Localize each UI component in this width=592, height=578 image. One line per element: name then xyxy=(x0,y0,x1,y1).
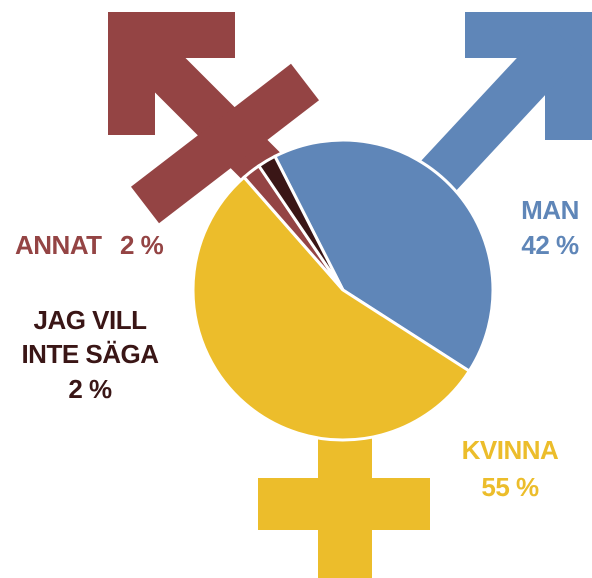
pie xyxy=(191,138,495,442)
symbol-female xyxy=(258,420,430,578)
value-label: 2 % xyxy=(120,230,164,260)
pie-slice xyxy=(256,154,345,291)
value-label: 2 % xyxy=(68,374,112,404)
category-label: KVINNA xyxy=(461,435,559,465)
category-label: MAN xyxy=(521,195,579,225)
value-label: 55 % xyxy=(481,472,539,502)
symbol-male xyxy=(413,12,592,201)
pie-slice xyxy=(272,138,495,374)
category-label: JAG VILL INTE SÄGA xyxy=(21,305,159,369)
category-label: ANNAT xyxy=(15,230,102,260)
pie-slice xyxy=(191,175,472,442)
value-label: 42 % xyxy=(521,230,579,260)
